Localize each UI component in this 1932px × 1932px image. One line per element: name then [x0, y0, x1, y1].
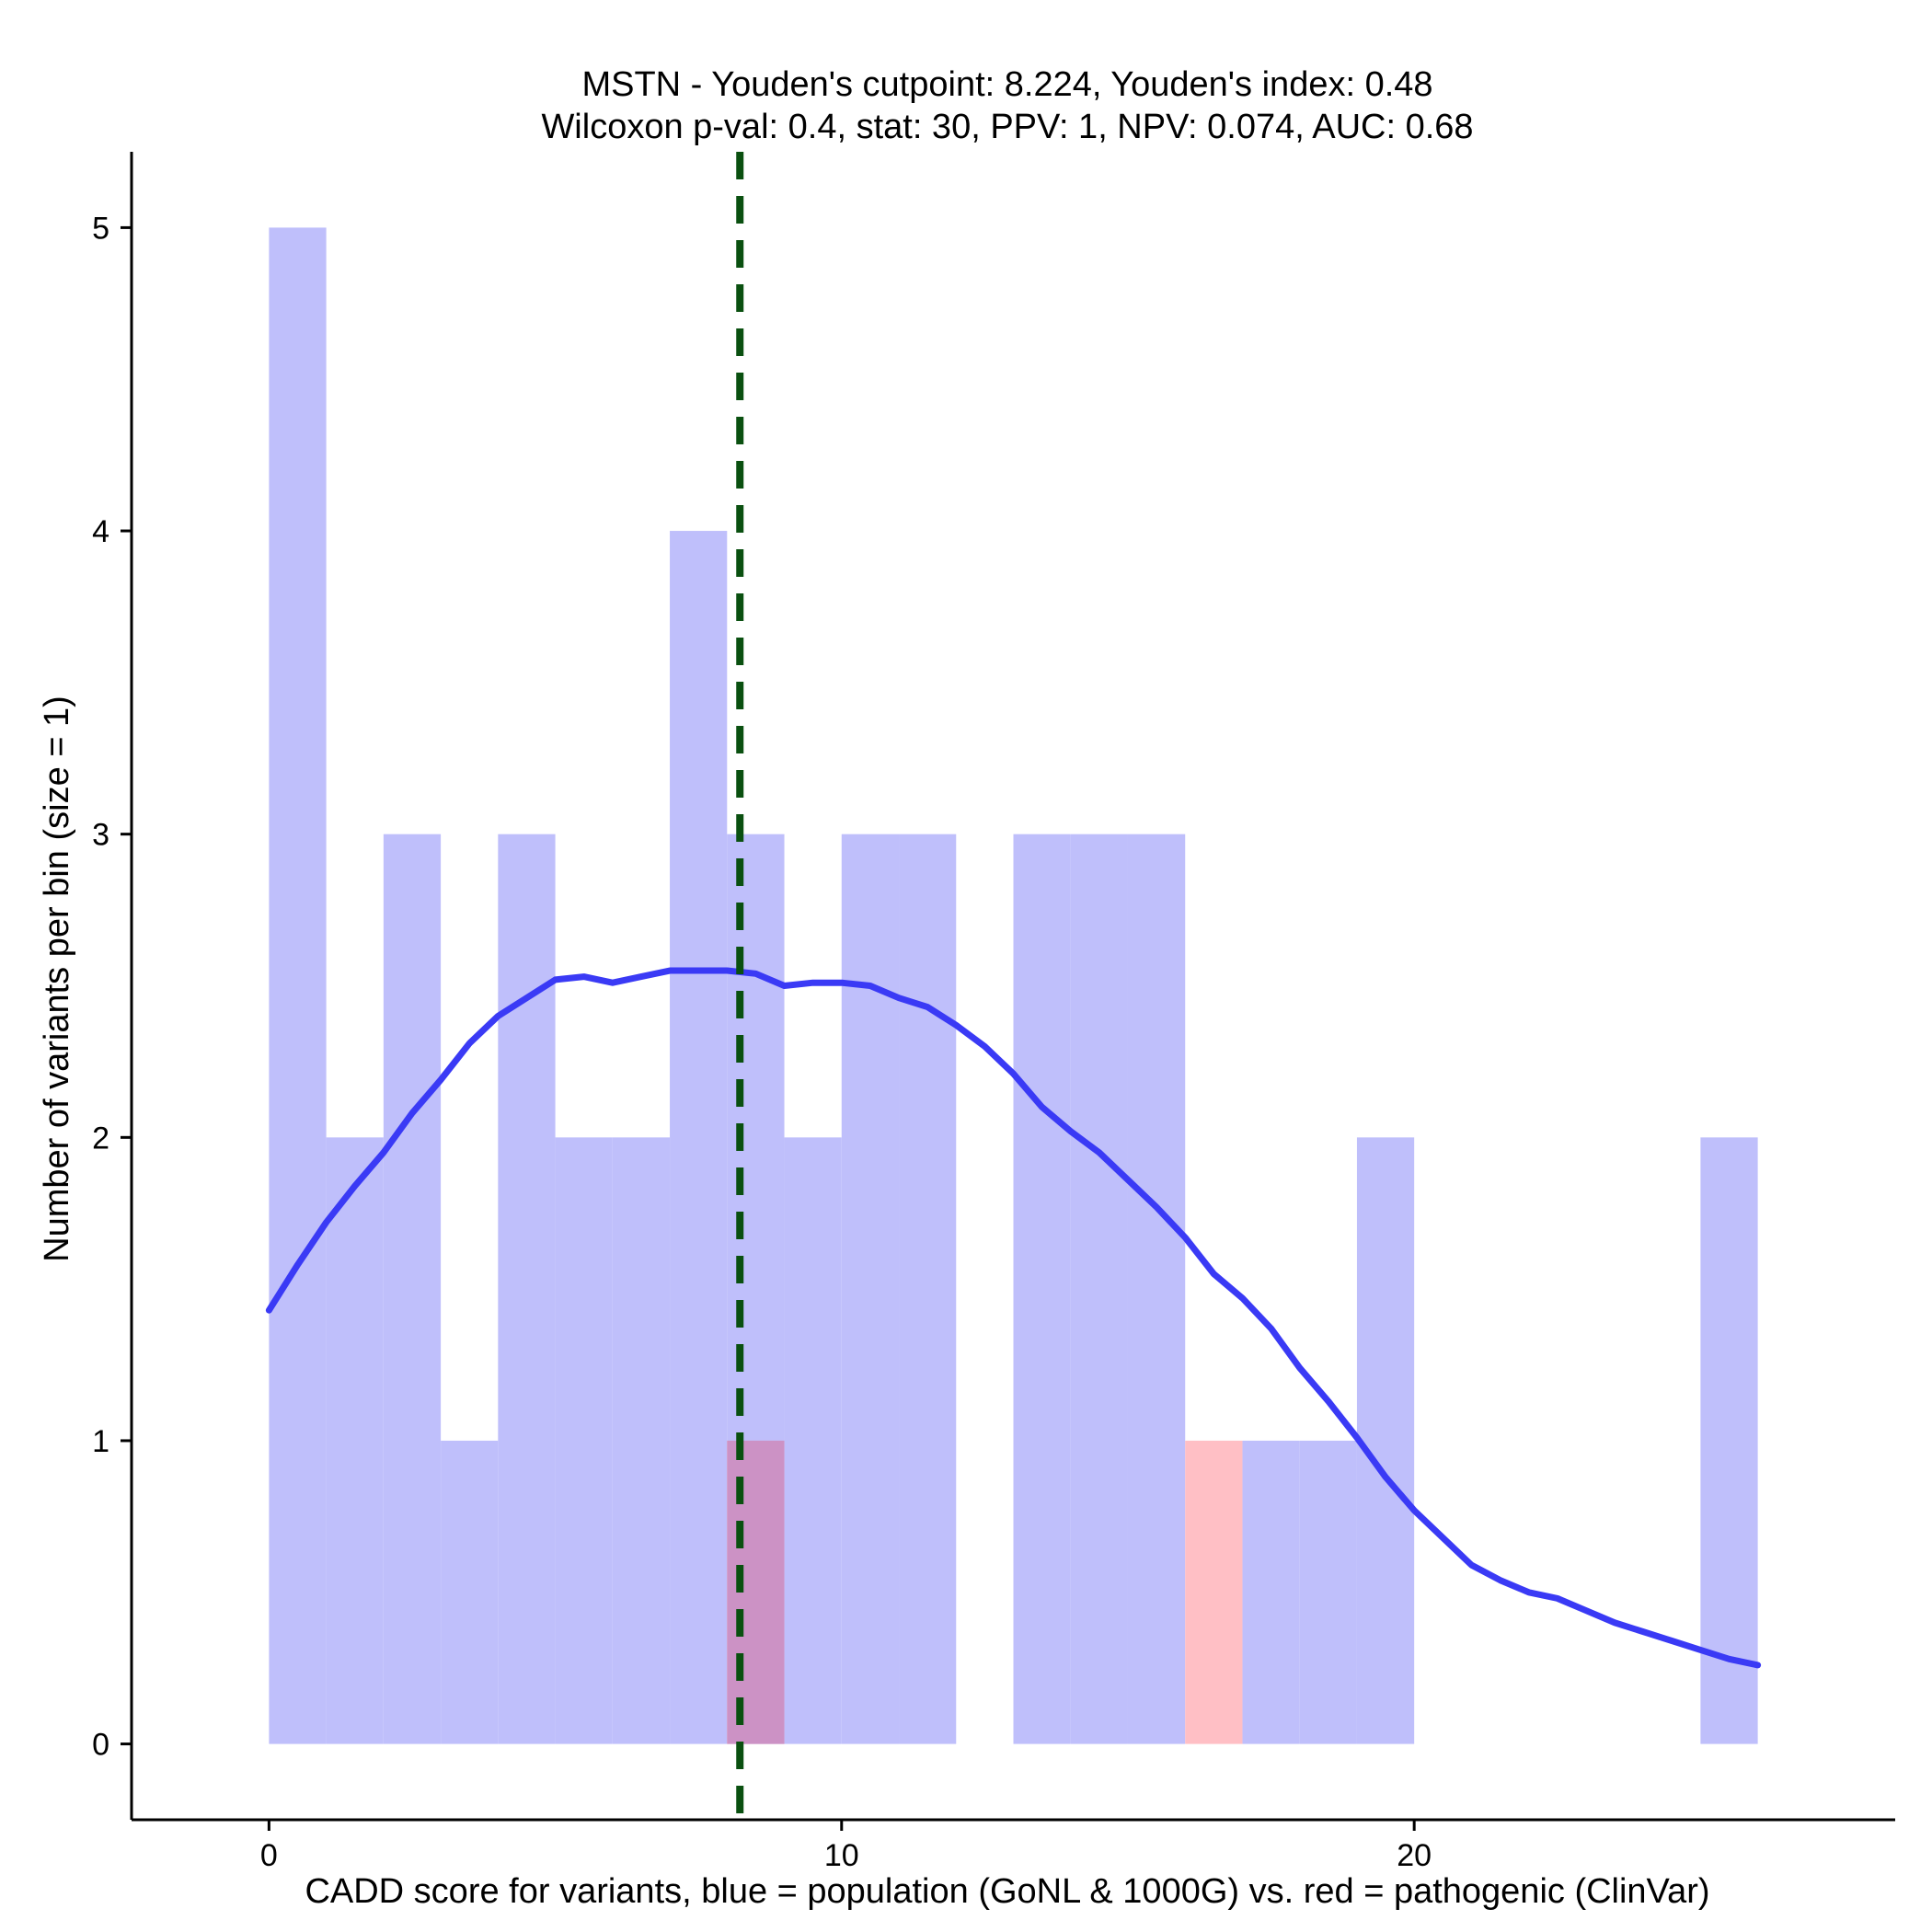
population-bar [269, 227, 327, 1744]
population-bar [899, 834, 957, 1744]
x-axis-label: CADD score for variants, blue = populati… [305, 1872, 1709, 1911]
y-tick-label: 5 [92, 211, 109, 246]
population-bar [441, 1440, 499, 1744]
chart-title-line-1: MSTN - Youden's cutpoint: 8.224, Youden'… [581, 65, 1432, 104]
population-bar [1299, 1440, 1357, 1744]
population-bar [1127, 834, 1186, 1744]
y-tick-label: 4 [92, 514, 109, 549]
chart-title-line-2: Wilcoxon p-val: 0.4, stat: 30, PPV: 1, N… [541, 108, 1473, 146]
population-bar [326, 1137, 384, 1744]
population-bar [1356, 1137, 1415, 1744]
population-bar [383, 834, 442, 1744]
population-bar [1242, 1440, 1300, 1744]
axes: 0 1 2 3 4 5 0 10 20 [92, 152, 1895, 1873]
population-bar [498, 834, 556, 1744]
density-curve [265, 967, 1762, 1669]
y-tick-label: 0 [92, 1728, 109, 1763]
y-tick-label: 1 [92, 1424, 109, 1459]
x-tick-label: 10 [824, 1838, 859, 1873]
population-bar [784, 1137, 842, 1744]
overlap-bar [727, 1440, 785, 1744]
y-tick-label: 3 [92, 818, 109, 853]
population-bar [555, 1137, 613, 1744]
y-axis-label: Number of variants per bin (size = 1) [38, 696, 76, 1262]
population-bar [612, 1137, 671, 1744]
population-bar [1070, 834, 1128, 1744]
population-bar [1700, 1137, 1758, 1744]
population-bar [841, 834, 900, 1744]
density-curve-layer [265, 967, 1762, 1669]
x-tick-label: 0 [260, 1838, 278, 1873]
x-tick-label: 20 [1397, 1838, 1432, 1873]
y-tick-label: 2 [92, 1121, 109, 1156]
population-bar [1013, 834, 1071, 1744]
pathogenic-bar [1185, 1440, 1243, 1744]
population-bar [670, 531, 728, 1744]
